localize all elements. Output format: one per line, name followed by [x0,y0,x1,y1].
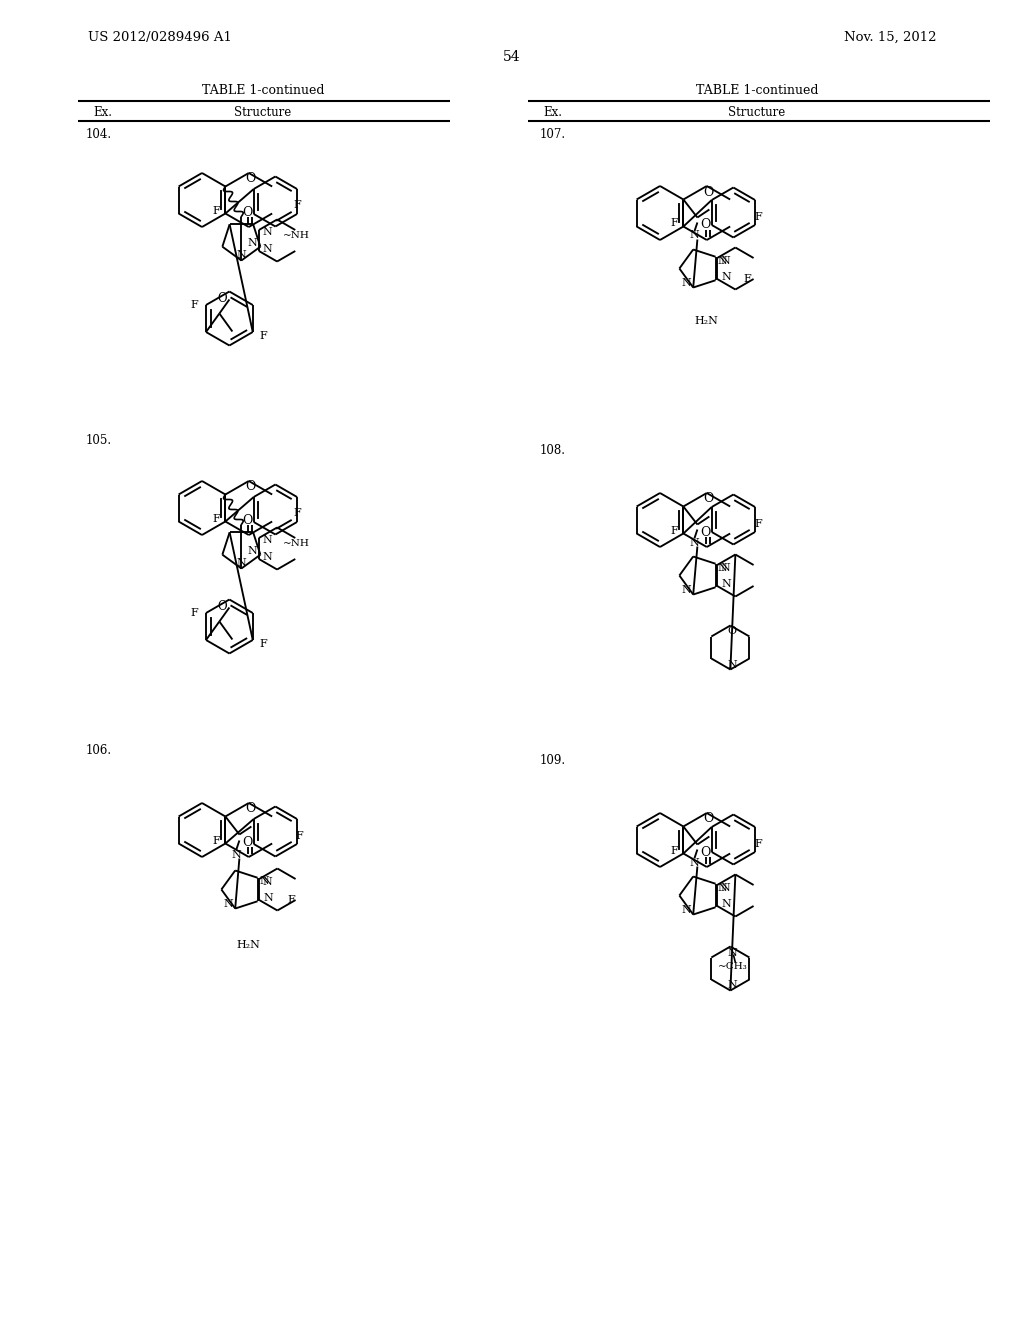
Text: 106.: 106. [86,743,112,756]
Text: F: F [754,213,762,222]
Text: 109.: 109. [540,754,566,767]
Text: N: N [259,875,269,886]
Text: O: O [703,813,714,825]
Text: O: O [218,292,227,305]
Text: O: O [246,803,256,816]
Text: F: F [293,201,301,210]
Text: F: F [213,836,220,846]
Text: 105.: 105. [86,433,112,446]
Text: N: N [681,904,691,915]
Text: F: F [287,895,295,906]
Text: O: O [243,513,253,527]
Text: TABLE 1-continued: TABLE 1-continued [202,83,325,96]
Text: N: N [223,899,233,908]
Text: 104.: 104. [86,128,112,141]
Text: 107.: 107. [540,128,566,141]
Text: O: O [243,836,253,849]
Text: N: N [263,894,273,903]
Text: ~NH: ~NH [283,540,310,549]
Text: N: N [237,557,246,568]
Text: N: N [231,850,242,859]
Text: F: F [260,331,267,341]
Text: N: N [720,883,730,894]
Text: F: F [754,840,762,849]
Text: O: O [246,173,256,186]
Text: F: F [754,519,762,529]
Text: O: O [700,219,711,231]
Text: Structure: Structure [728,106,785,119]
Text: O: O [703,492,714,506]
Text: F: F [671,846,678,855]
Text: 108.: 108. [540,444,566,457]
Text: Nov. 15, 2012: Nov. 15, 2012 [844,30,936,44]
Text: O: O [700,525,711,539]
Text: TABLE 1-continued: TABLE 1-continued [695,83,818,96]
Text: N: N [727,660,737,669]
Text: N: N [718,256,727,265]
Text: N: N [248,545,257,556]
Text: H₂N: H₂N [694,317,718,326]
Text: F: F [295,832,303,841]
Text: N: N [689,858,699,867]
Text: N: N [263,535,272,545]
Text: N: N [689,231,699,240]
Text: N: N [263,227,272,238]
Text: ~NH: ~NH [283,231,310,240]
Text: F: F [671,219,678,228]
Text: F: F [213,206,220,215]
Text: F: F [190,609,198,618]
Text: O: O [703,186,714,198]
Text: O: O [243,206,253,219]
Text: O: O [218,601,227,612]
Text: N: N [727,948,737,957]
Text: F: F [743,275,751,284]
Text: N: N [727,981,737,990]
Text: N: N [248,238,257,248]
Text: N: N [721,899,731,909]
Text: H₂N: H₂N [237,940,260,949]
Text: N: N [718,883,727,892]
Text: N: N [681,277,691,288]
Text: N: N [720,256,730,267]
Text: F: F [293,508,301,517]
Text: 54: 54 [503,50,521,63]
Text: N: N [681,585,691,594]
Text: N: N [237,249,246,260]
Text: F: F [190,300,198,310]
Text: N: N [721,272,731,282]
Text: F: F [213,513,220,524]
Text: O: O [728,627,737,636]
Text: F: F [671,525,678,536]
Text: Ex.: Ex. [93,106,112,119]
Text: Ex.: Ex. [543,106,562,119]
Text: N: N [263,244,272,253]
Text: O: O [700,846,711,858]
Text: O: O [246,480,256,494]
Text: N: N [263,552,272,562]
Text: N: N [720,564,730,573]
Text: Structure: Structure [234,106,292,119]
Text: N: N [721,579,731,589]
Text: N: N [718,562,727,573]
Text: F: F [260,639,267,649]
Text: N: N [689,537,699,548]
Text: N: N [262,876,272,887]
Text: ~CH₃: ~CH₃ [718,962,748,972]
Text: US 2012/0289496 A1: US 2012/0289496 A1 [88,30,231,44]
